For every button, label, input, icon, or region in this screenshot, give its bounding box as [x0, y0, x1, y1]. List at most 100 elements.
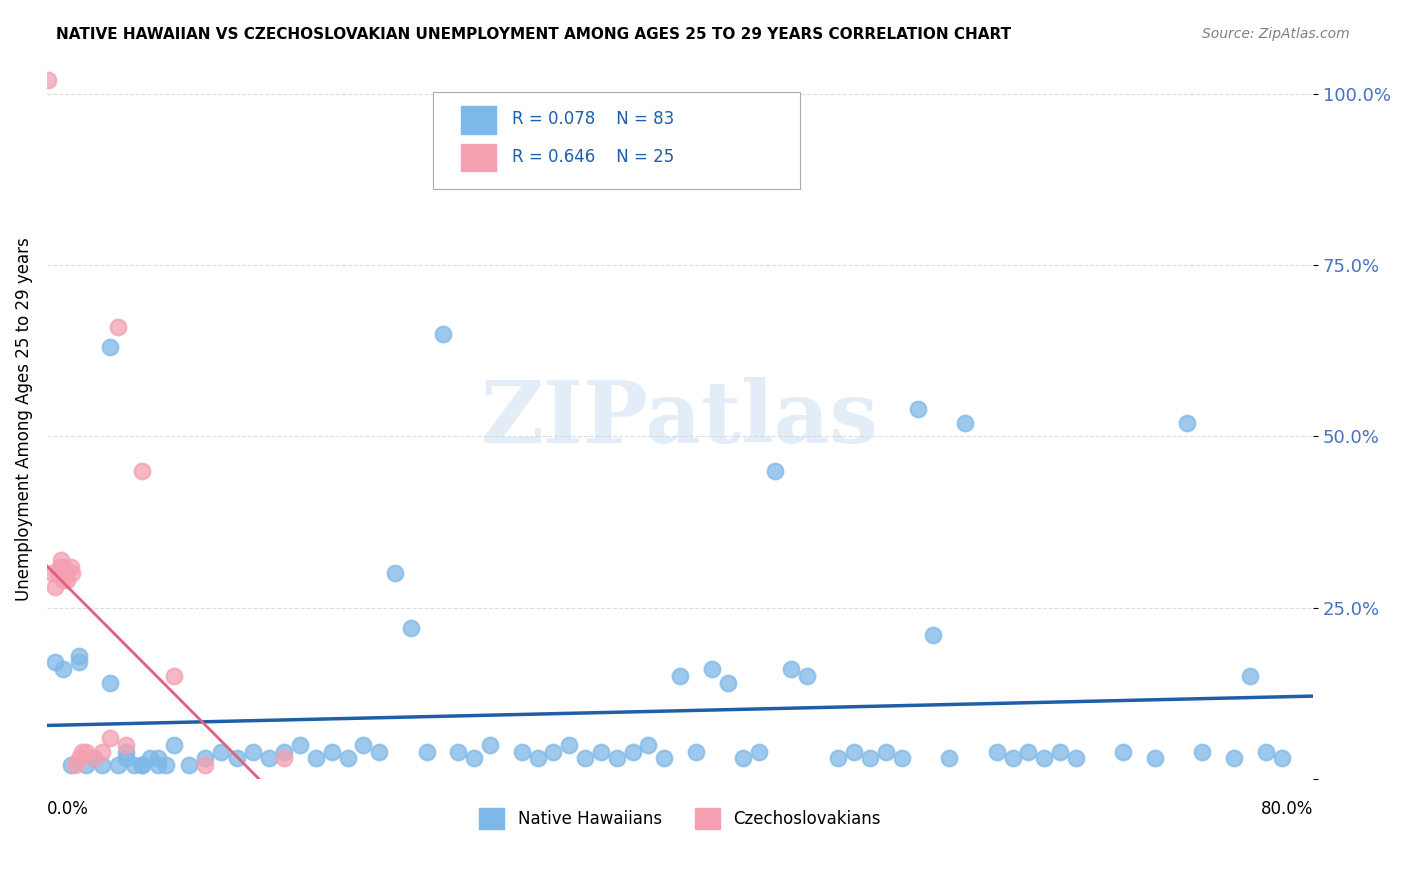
Point	[41, 566, 63, 581]
Text: ZIPatlas: ZIPatlas	[481, 377, 879, 461]
Point	[257, 751, 280, 765]
Point	[1254, 745, 1277, 759]
Point	[67, 648, 90, 663]
Point	[1223, 751, 1246, 765]
Point	[53, 559, 76, 574]
Point	[399, 621, 422, 635]
Point	[748, 745, 770, 759]
Point	[384, 566, 406, 581]
FancyBboxPatch shape	[461, 106, 496, 134]
Point	[46, 566, 69, 581]
Point	[1001, 751, 1024, 765]
Point	[859, 751, 882, 765]
Point	[179, 758, 201, 772]
Point	[875, 745, 897, 759]
Point	[209, 745, 232, 759]
Point	[115, 738, 138, 752]
Point	[98, 676, 121, 690]
Point	[44, 580, 66, 594]
Text: Source: ZipAtlas.com: Source: ZipAtlas.com	[1202, 27, 1350, 41]
Point	[606, 751, 628, 765]
Point	[115, 745, 138, 759]
Point	[621, 745, 644, 759]
Point	[922, 628, 945, 642]
Point	[52, 662, 75, 676]
Point	[685, 745, 707, 759]
Point	[48, 559, 70, 574]
Point	[273, 745, 295, 759]
Point	[91, 745, 114, 759]
Point	[907, 402, 929, 417]
Point	[890, 751, 912, 765]
Point	[844, 745, 866, 759]
Point	[938, 751, 960, 765]
Point	[56, 574, 79, 588]
Point	[52, 574, 75, 588]
Point	[288, 738, 311, 752]
Point	[225, 751, 247, 765]
Point	[1191, 745, 1213, 759]
FancyBboxPatch shape	[433, 92, 800, 189]
Point	[700, 662, 723, 676]
Point	[637, 738, 659, 752]
Point	[67, 751, 90, 765]
Point	[162, 669, 184, 683]
Point	[59, 758, 82, 772]
Point	[131, 758, 153, 772]
Point	[67, 656, 90, 670]
Point	[510, 745, 533, 759]
Point	[986, 745, 1008, 759]
Y-axis label: Unemployment Among Ages 25 to 29 years: Unemployment Among Ages 25 to 29 years	[15, 237, 32, 601]
Point	[155, 758, 177, 772]
Point	[305, 751, 328, 765]
Text: R = 0.646    N = 25: R = 0.646 N = 25	[512, 148, 673, 166]
Point	[1049, 745, 1071, 759]
Text: 0.0%: 0.0%	[46, 800, 89, 819]
Point	[139, 751, 162, 765]
Point	[543, 745, 565, 759]
Point	[432, 326, 454, 341]
Point	[65, 758, 87, 772]
Point	[131, 464, 153, 478]
Point	[194, 758, 217, 772]
Point	[98, 340, 121, 354]
Point	[146, 758, 169, 772]
Point	[70, 745, 93, 759]
Point	[91, 758, 114, 772]
Point	[763, 464, 786, 478]
Point	[131, 758, 153, 772]
Point	[83, 751, 105, 765]
Point	[368, 745, 391, 759]
Point	[463, 751, 485, 765]
Point	[146, 751, 169, 765]
Point	[44, 656, 66, 670]
Point	[1175, 416, 1198, 430]
Point	[115, 751, 138, 765]
Point	[60, 566, 83, 581]
Point	[574, 751, 596, 765]
Point	[479, 738, 502, 752]
Point	[353, 738, 375, 752]
Point	[75, 758, 97, 772]
Point	[1143, 751, 1166, 765]
Point	[1064, 751, 1087, 765]
Text: 80.0%: 80.0%	[1261, 800, 1313, 819]
Point	[162, 738, 184, 752]
Point	[827, 751, 849, 765]
Point	[589, 745, 612, 759]
Point	[75, 745, 97, 759]
Point	[796, 669, 818, 683]
Point	[1271, 751, 1294, 765]
Point	[1017, 745, 1039, 759]
Point	[416, 745, 439, 759]
Point	[321, 745, 343, 759]
Point	[1112, 745, 1135, 759]
Point	[194, 751, 217, 765]
Point	[122, 758, 145, 772]
Point	[83, 751, 105, 765]
Point	[273, 751, 295, 765]
Point	[447, 745, 470, 759]
Text: R = 0.078    N = 83: R = 0.078 N = 83	[512, 111, 673, 128]
Legend: Native Hawaiians, Czechoslovakians: Native Hawaiians, Czechoslovakians	[472, 802, 887, 835]
Point	[107, 319, 129, 334]
